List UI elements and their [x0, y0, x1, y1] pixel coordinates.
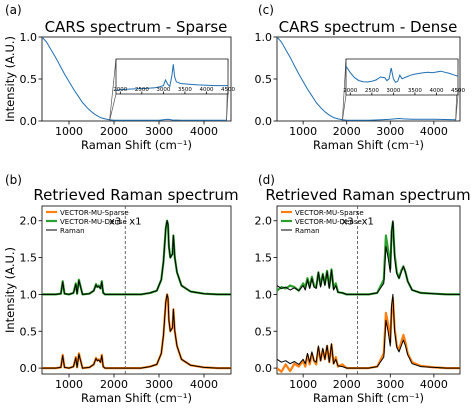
- scale-label: x1: [362, 216, 374, 227]
- y-axis-label: Intensity (A.U.): [3, 247, 17, 333]
- x-tick-label: 4000: [190, 125, 218, 138]
- y-tick-label: 0.0: [255, 362, 273, 375]
- series-line: [277, 297, 460, 373]
- scale-label: x3: [109, 216, 121, 227]
- inset-x-tick-label: 3500: [178, 87, 192, 93]
- inset-x-tick-label: 3000: [386, 88, 400, 94]
- y-tick-label: 1.5: [255, 252, 273, 265]
- y-tick-label: 0.5: [255, 73, 273, 86]
- legend-entry: VECTOR-MU-Dense: [295, 218, 362, 226]
- x-tick-label: 3000: [376, 125, 404, 138]
- inset-x-tick-label: 4500: [451, 88, 465, 94]
- inset-connector: [342, 94, 347, 122]
- x-axis-label: Raman Shift (cm⁻¹): [81, 138, 192, 152]
- y-tick-label: 0.0: [255, 115, 273, 128]
- y-tick-label: 2.0: [255, 215, 273, 228]
- y-tick-label: 2.0: [20, 215, 38, 228]
- series-line: [42, 293, 231, 369]
- x-tick-label: 2000: [333, 378, 361, 391]
- series-line: [277, 220, 460, 295]
- chart-title: Retrieved Raman spectrum: [33, 186, 238, 204]
- y-tick-label: 0.5: [20, 325, 38, 338]
- panel-label: (d): [258, 173, 275, 187]
- x-tick-label: 3000: [145, 125, 173, 138]
- x-axis-label: Raman Shift (cm⁻¹): [313, 138, 424, 152]
- plot-frame: [41, 205, 232, 375]
- x-tick-label: 1000: [289, 378, 317, 391]
- inset-x-tick-label: 4000: [429, 88, 443, 94]
- legend-entry: Raman: [295, 227, 320, 235]
- panel-label: (c): [258, 3, 274, 17]
- legend-entry: VECTOR-MU-Sparse: [60, 209, 129, 217]
- y-tick-label: 1.5: [20, 252, 38, 265]
- x-tick-label: 4000: [190, 378, 218, 391]
- series-line: [42, 293, 231, 370]
- panel-label: (b): [5, 173, 22, 187]
- x-tick-label: 2000: [100, 378, 128, 391]
- legend-entry: VECTOR-MU-Sparse: [295, 209, 364, 217]
- y-tick-label: 1.0: [20, 288, 38, 301]
- series-line: [277, 37, 456, 121]
- scale-label: x3: [341, 216, 353, 227]
- x-tick-label: 4000: [420, 125, 448, 138]
- inset-x-tick-label: 4500: [221, 87, 235, 93]
- legend-entry: VECTOR-MU-Dense: [60, 218, 127, 226]
- y-tick-label: 1.0: [255, 31, 273, 44]
- panel-label: (a): [5, 3, 22, 17]
- inset-x-tick-label: 2500: [365, 88, 379, 94]
- inset-x-tick-label: 3000: [156, 87, 170, 93]
- chart-title: Retrieved Raman spectrum: [265, 186, 470, 204]
- inset-x-tick-label: 4000: [199, 87, 213, 93]
- legend-entry: Raman: [60, 227, 85, 235]
- series-line: [42, 220, 231, 295]
- x-tick-label: 1000: [289, 125, 317, 138]
- x-tick-label: 2000: [100, 125, 128, 138]
- inset-connector: [109, 93, 117, 122]
- y-tick-label: 0.5: [20, 73, 38, 86]
- x-tick-label: 3000: [376, 378, 404, 391]
- x-tick-label: 1000: [55, 125, 83, 138]
- y-tick-label: 0.0: [20, 115, 38, 128]
- series-line: [42, 37, 227, 121]
- y-tick-label: 0.5: [255, 325, 273, 338]
- inset-x-tick-label: 3500: [408, 88, 422, 94]
- inset-x-tick-label: 2500: [135, 87, 149, 93]
- x-tick-label: 4000: [420, 378, 448, 391]
- inset-series-line: [116, 64, 228, 91]
- inset-series-line: [346, 65, 458, 84]
- x-tick-label: 2000: [333, 125, 361, 138]
- y-tick-label: 1.0: [20, 31, 38, 44]
- series-line: [277, 293, 460, 369]
- y-tick-label: 0.0: [20, 362, 38, 375]
- scale-label: x1: [129, 216, 141, 227]
- chart-title: CARS spectrum - Dense: [279, 18, 458, 36]
- inset-x-tick-label: 2000: [113, 87, 127, 93]
- y-tick-label: 1.0: [255, 288, 273, 301]
- x-axis-label: Raman Shift (cm⁻¹): [81, 391, 192, 405]
- inset-frame: [345, 58, 459, 96]
- inset-x-tick-label: 2000: [343, 88, 357, 94]
- x-axis-label: Raman Shift (cm⁻¹): [313, 391, 424, 405]
- inset-connector: [342, 58, 347, 122]
- y-axis-label: Intensity (A.U.): [3, 36, 17, 122]
- x-tick-label: 1000: [55, 378, 83, 391]
- chart-title: CARS spectrum - Sparse: [45, 18, 228, 36]
- inset-connector: [109, 58, 117, 122]
- x-tick-label: 3000: [145, 378, 173, 391]
